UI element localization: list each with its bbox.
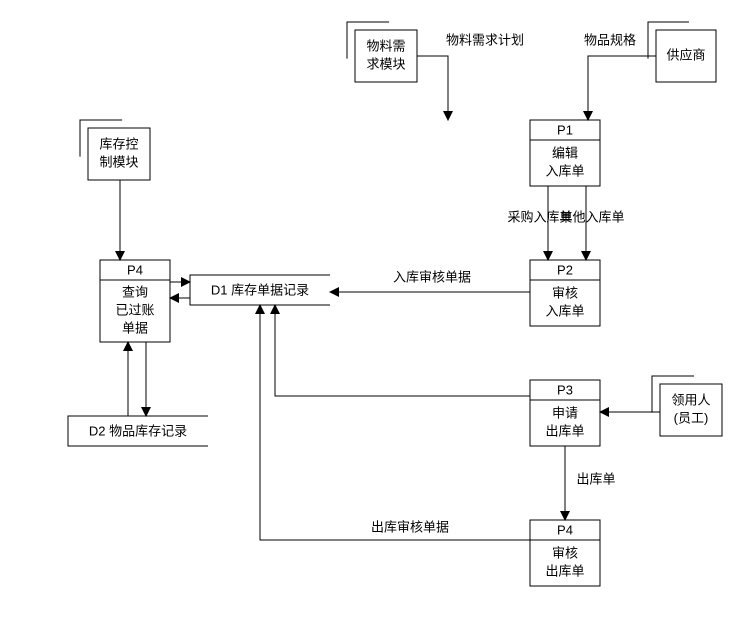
external-inv_ctrl: 库存控制模块 (80, 120, 150, 180)
edge-label-p4b_d1: 出库审核单据 (371, 519, 449, 534)
svg-text:制模块: 制模块 (99, 154, 138, 169)
process-p1: P1 编辑入库单 (530, 120, 600, 186)
svg-text:D2 物品库存记录: D2 物品库存记录 (89, 423, 187, 438)
svg-text:入库单: 入库单 (545, 303, 584, 318)
process-p2: P2 审核入库单 (530, 260, 600, 326)
edge-mat_to_p1 (417, 56, 448, 120)
process-p4b: P4 审核出库单 (530, 520, 600, 586)
svg-text:出库单: 出库单 (545, 423, 584, 438)
process-p3: P3 申请出库单 (530, 380, 600, 446)
svg-text:P2: P2 (557, 262, 573, 277)
datastore-d1: D1 库存单据记录 (190, 275, 330, 305)
svg-text:求模块: 求模块 (366, 56, 405, 71)
svg-text:D1 库存单据记录: D1 库存单据记录 (211, 282, 309, 297)
svg-text:单据: 单据 (122, 320, 148, 335)
external-supplier: 供应商 (648, 22, 716, 82)
svg-text:物料需: 物料需 (366, 38, 405, 53)
svg-text:审核: 审核 (552, 285, 578, 300)
svg-text:P4: P4 (557, 522, 573, 537)
svg-text:P4: P4 (127, 262, 143, 277)
svg-text:领用人: 领用人 (671, 392, 710, 407)
svg-text:供应商: 供应商 (666, 47, 705, 62)
edge-label-p2_d1: 入库审核单据 (393, 269, 471, 284)
svg-text:P1: P1 (557, 122, 573, 137)
svg-text:审核: 审核 (552, 545, 578, 560)
edge-label-p3_p4b: 出库单 (576, 471, 615, 486)
external-requester: 领用人 (员工) (652, 376, 722, 436)
edge-sup_to_p1 (588, 56, 656, 120)
svg-text:出库单: 出库单 (545, 563, 584, 578)
edge-p3_d1_read (275, 305, 530, 396)
process-p4a: P4 查询已过账单据 (100, 260, 170, 342)
svg-text:入库单: 入库单 (545, 163, 584, 178)
external-material_module: 物料需求模块 (347, 22, 417, 82)
edge-label-sup_to_p1: 物品规格 (584, 32, 636, 47)
svg-text:查询: 查询 (122, 284, 148, 299)
svg-text:P3: P3 (557, 382, 573, 397)
edge-p4b_d1 (260, 305, 530, 540)
datastore-d2: D2 物品库存记录 (68, 416, 208, 446)
svg-text:库存控: 库存控 (99, 136, 138, 151)
svg-text:申请: 申请 (552, 405, 578, 420)
edge-label-p1_p2_r: 其他入库单 (559, 209, 624, 224)
edge-label-mat_to_p1: 物料需求计划 (446, 32, 524, 47)
svg-text:已过账: 已过账 (115, 302, 154, 317)
svg-text:(员工): (员工) (674, 410, 709, 425)
svg-text:编辑: 编辑 (552, 145, 578, 160)
